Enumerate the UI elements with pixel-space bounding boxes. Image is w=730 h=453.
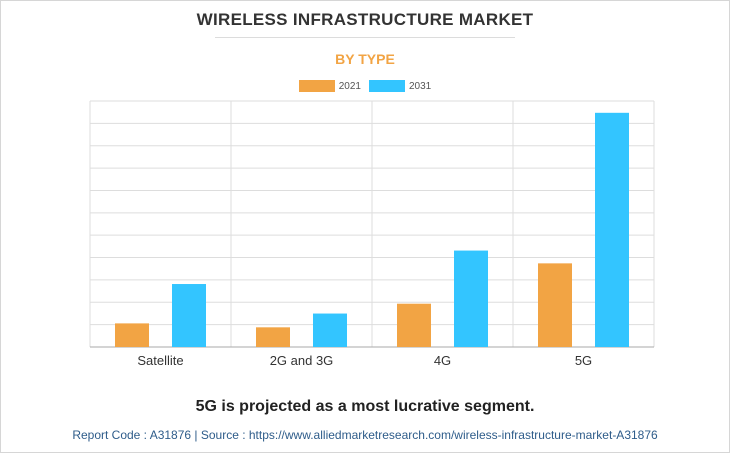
chart-title: WIRELESS INFRASTRUCTURE MARKET	[196, 10, 534, 29]
bar-2031-5g	[595, 112, 629, 347]
highlight-note: 5G is projected as a most lucrative segm…	[195, 398, 535, 415]
bar-2021-5g	[538, 263, 572, 347]
legend-label-2031: 2031	[409, 80, 432, 92]
bar-2021-4g	[397, 303, 431, 347]
bar-2021-satellite	[115, 323, 149, 347]
source-line: Report Code : A31876 | Source : https://…	[72, 428, 658, 442]
legend-label-2021: 2021	[338, 80, 361, 92]
bar-2031-satellite	[172, 284, 206, 347]
legend-swatch-2021	[298, 80, 335, 92]
legend-item-2031: 2031	[369, 80, 431, 92]
x-tick-label: 5G	[575, 353, 592, 368]
bar-2031-4g	[454, 250, 488, 347]
legend-item-2021: 2021	[298, 80, 361, 92]
bar-2021-2g-and-3g	[256, 327, 290, 347]
x-tick-label: 2G and 3G	[270, 353, 334, 368]
bar-2031-2g-and-3g	[313, 313, 347, 347]
legend: 2021 2031	[0, 80, 730, 92]
title-divider	[215, 37, 515, 38]
legend-swatch-2031	[369, 80, 405, 92]
x-tick-label: 4G	[434, 353, 451, 368]
chart-subtitle: BY TYPE	[335, 51, 395, 67]
x-tick-label: Satellite	[137, 353, 183, 368]
